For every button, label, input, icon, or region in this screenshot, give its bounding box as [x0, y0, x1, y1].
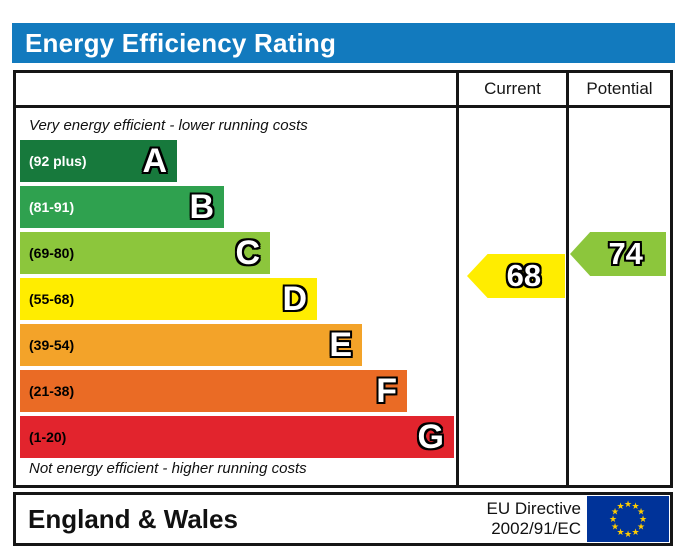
band-letter: G [417, 418, 444, 456]
current-column: 68 [456, 108, 566, 485]
bands-panel: Very energy efficient - lower running co… [16, 108, 456, 485]
band-letter: D [282, 280, 307, 318]
band-range-label: (69-80) [29, 245, 75, 261]
band-range-label: (55-68) [29, 291, 75, 307]
rating-bands: (92 plus) A (81-91) B (69-80) C (55-68) … [20, 140, 454, 462]
band-row-e: (39-54) E [20, 324, 362, 366]
band-letter: C [235, 234, 260, 272]
band-row-a: (92 plus) A [20, 140, 177, 182]
column-header-current: Current [456, 73, 566, 108]
eu-directive-text: EU Directive 2002/91/EC [487, 499, 587, 538]
band-letter: F [376, 372, 397, 410]
potential-rating-arrow: 74 [570, 232, 666, 276]
eu-directive-line1: EU Directive [486, 499, 581, 519]
footer-bar: England & Wales EU Directive 2002/91/EC … [13, 492, 673, 546]
current-rating-value: 68 [506, 258, 542, 293]
band-row-g: (1-20) G [20, 416, 454, 458]
band-row-f: (21-38) F [20, 370, 407, 412]
potential-column: 74 [566, 108, 670, 485]
band-letter: A [142, 142, 167, 180]
column-header-potential: Potential [566, 73, 670, 108]
eu-directive-line2: 2002/91/EC [491, 519, 581, 538]
header-spacer-cell [16, 73, 456, 108]
current-rating-arrow: 68 [467, 254, 565, 298]
band-row-d: (55-68) D [20, 278, 317, 320]
band-range-label: (92 plus) [29, 153, 87, 169]
band-letter: E [329, 326, 352, 364]
band-range-label: (1-20) [29, 429, 67, 445]
band-range-label: (81-91) [29, 199, 75, 215]
band-letter: B [189, 188, 214, 226]
eu-flag-icon: ★ ★ ★ ★ ★ ★ ★ ★ ★ ★ ★ ★ [587, 496, 669, 542]
band-row-c: (69-80) C [20, 232, 270, 274]
band-row-b: (81-91) B [20, 186, 224, 228]
top-note: Very energy efficient - lower running co… [29, 117, 308, 134]
page-title: Energy Efficiency Rating [25, 27, 337, 58]
potential-rating-value: 74 [608, 236, 643, 271]
bottom-note: Not energy efficient - higher running co… [29, 460, 307, 477]
energy-rating-table: Current Potential Very energy efficient … [13, 70, 673, 488]
title-bar: Energy Efficiency Rating [12, 23, 675, 63]
band-range-label: (21-38) [29, 383, 75, 399]
region-label: England & Wales [28, 503, 238, 534]
band-range-label: (39-54) [29, 337, 75, 353]
